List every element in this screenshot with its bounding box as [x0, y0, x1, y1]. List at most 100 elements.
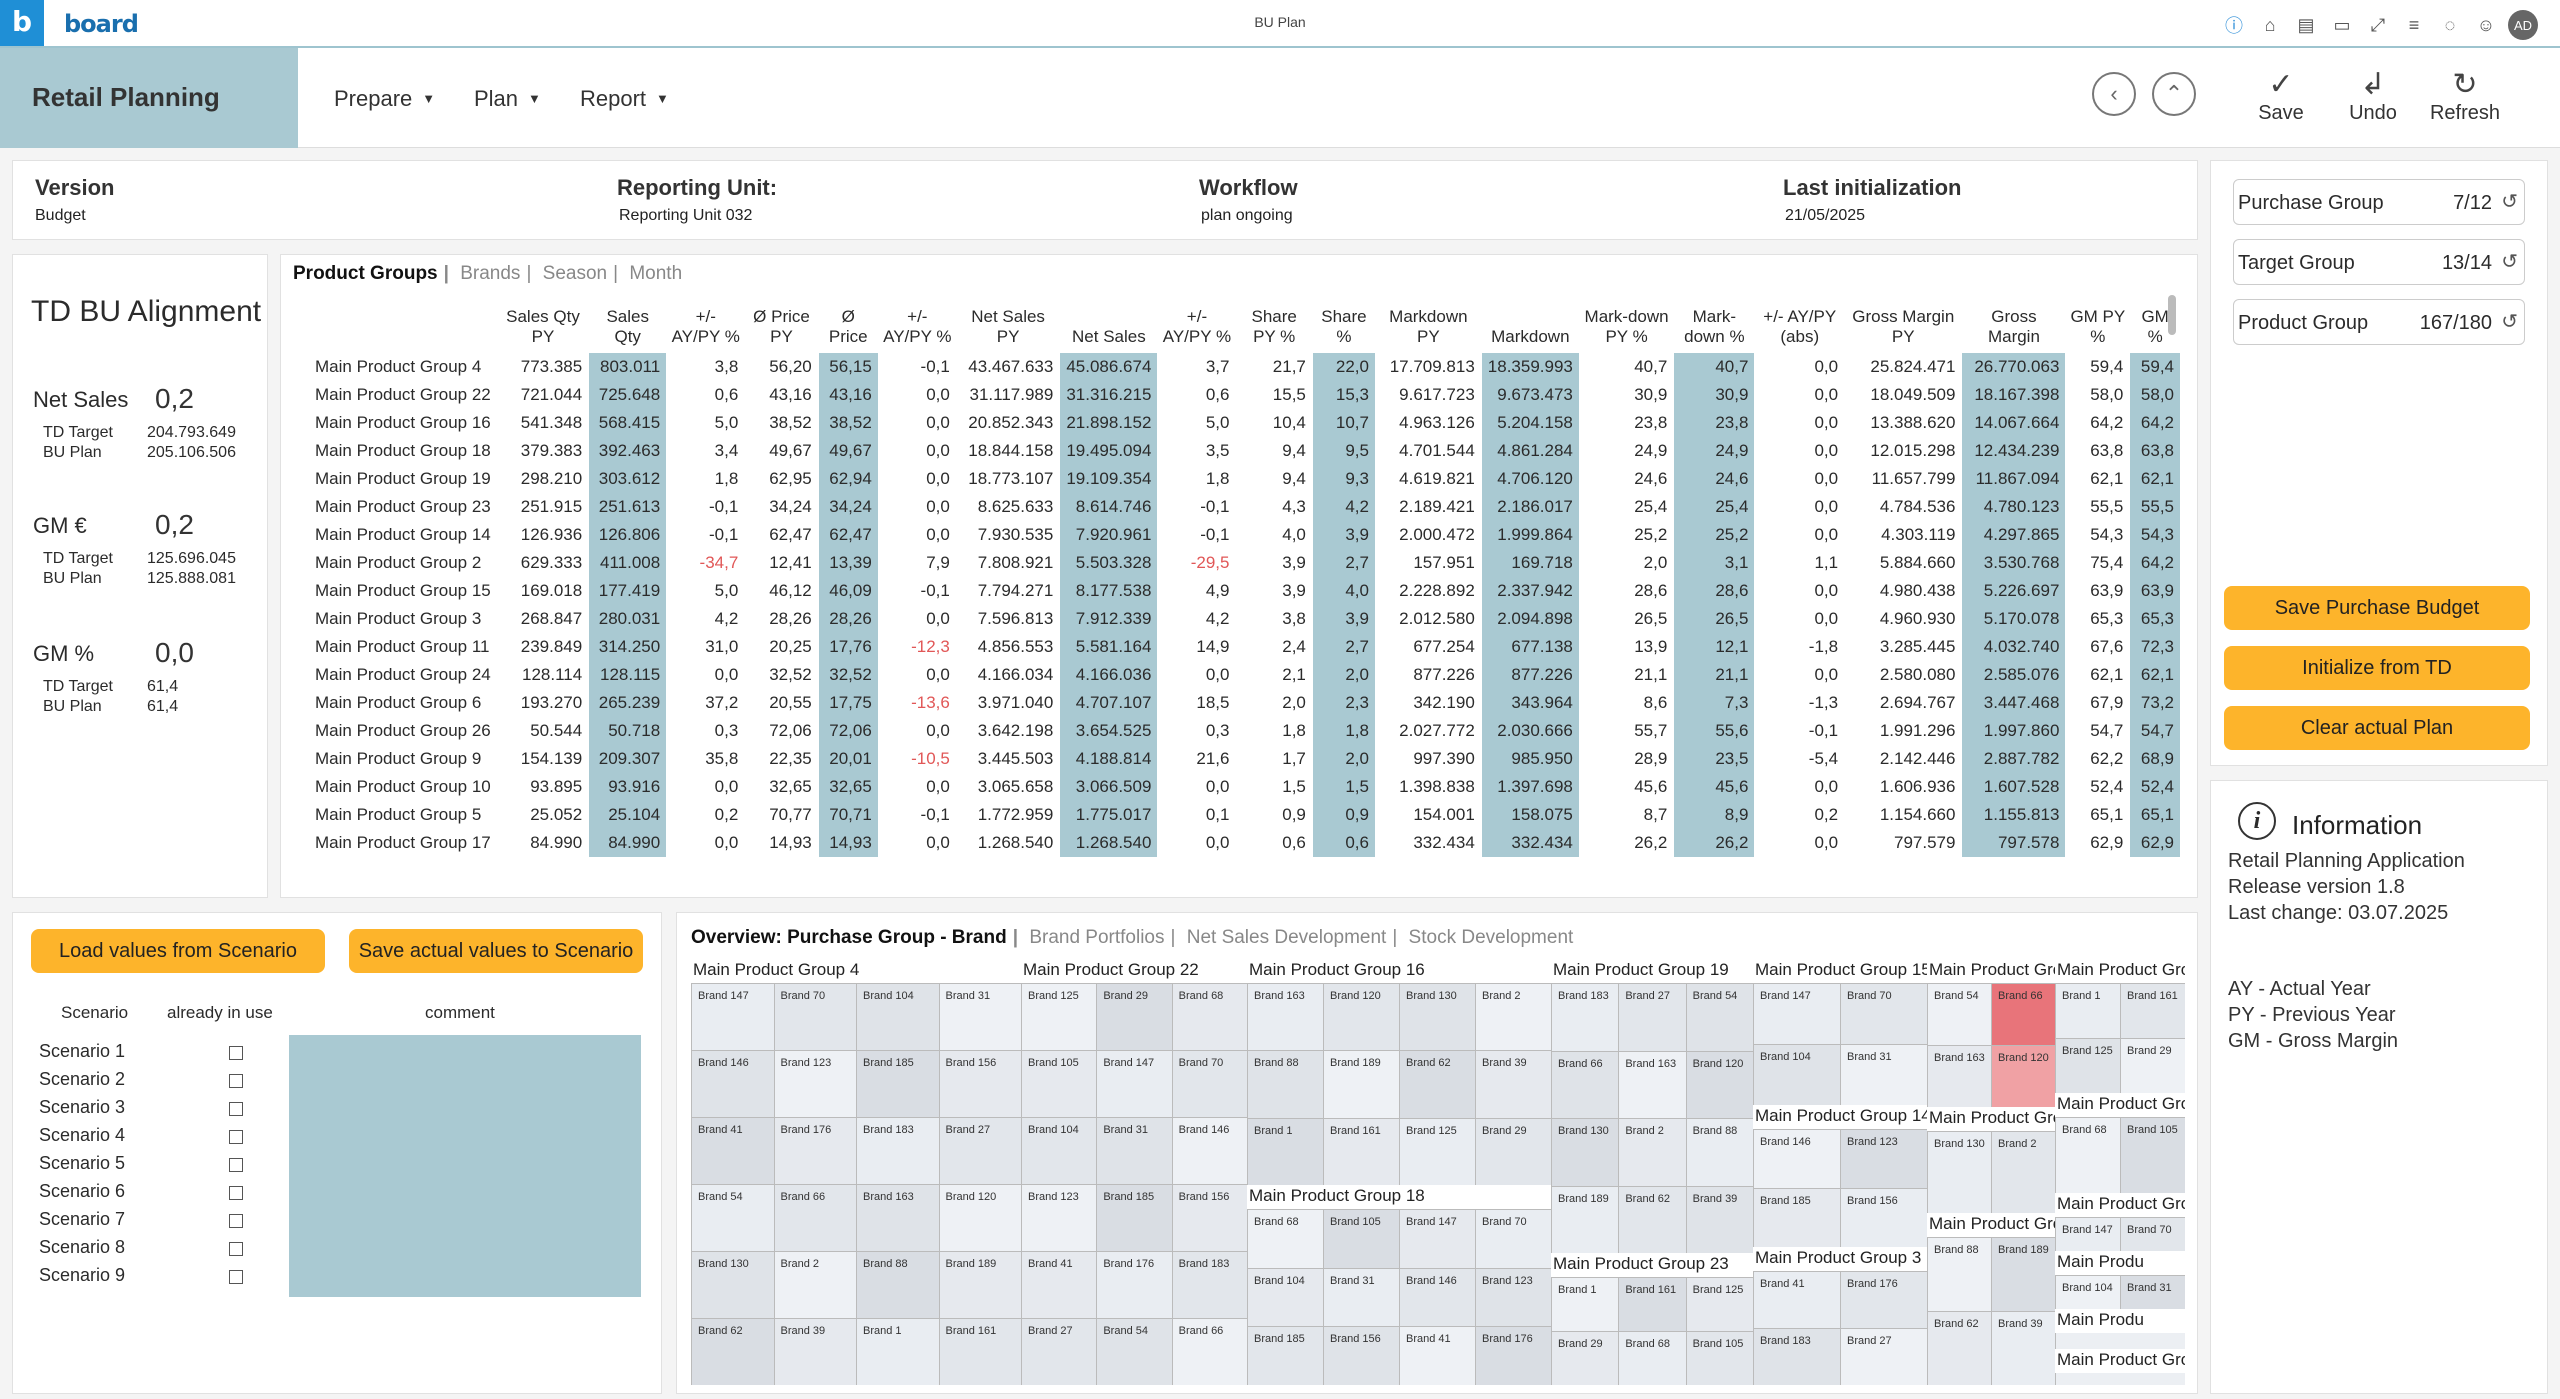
fullscreen-icon[interactable]: ⤢	[2370, 14, 2386, 35]
table-cell[interactable]: 55,5	[2129, 493, 2181, 521]
treemap-brand-tile[interactable]: Brand 183	[856, 1117, 940, 1185]
column-header[interactable]: +/- AY/PY (abs)	[1763, 307, 1837, 346]
treemap-brand-tile[interactable]: Brand 130	[1927, 1131, 1992, 1214]
treemap-brand-tile[interactable]: Brand 54	[1685, 983, 1754, 1052]
table-cell[interactable]: 64,2	[2129, 549, 2181, 577]
treemap-brand-tile[interactable]: Brand 70	[2120, 1217, 2185, 1252]
treemap-brand-tile[interactable]: Brand 125	[1399, 1117, 1476, 1186]
table-cell[interactable]: 23,5	[1673, 745, 1756, 773]
treemap-brand-tile[interactable]: Brand 88	[856, 1251, 940, 1319]
table-cell[interactable]: 12,1	[1673, 633, 1756, 661]
treemap-brand-tile[interactable]: Brand 104	[856, 983, 940, 1051]
table-cell[interactable]: 4.166.036	[1059, 661, 1159, 689]
reset-icon[interactable]: ↺	[2501, 191, 2518, 213]
treemap-brand-tile[interactable]: Brand 183	[1171, 1251, 1248, 1319]
table-cell[interactable]: 62,9	[2129, 829, 2181, 857]
in-use-checkbox[interactable]	[229, 1158, 243, 1172]
tab-overview[interactable]: Overview: Purchase Group - Brand	[691, 927, 1007, 948]
table-cell[interactable]: 19.495.094	[1059, 437, 1159, 465]
treemap-brand-tile[interactable]: Brand 189	[1551, 1185, 1620, 1254]
reset-icon[interactable]: ↺	[2501, 251, 2518, 273]
treemap-brand-tile[interactable]: Brand 29	[1475, 1117, 1552, 1186]
treemap-brand-tile[interactable]: Brand 39	[1991, 1311, 2056, 1385]
treemap-brand-tile[interactable]: Brand 27	[1618, 983, 1687, 1052]
treemap-brand-tile[interactable]: Brand 39	[1475, 1050, 1552, 1119]
column-header[interactable]: Ø Price PY	[753, 307, 810, 346]
table-cell[interactable]: 3.654.525	[1059, 717, 1159, 745]
table-cell[interactable]: 3,9	[1312, 521, 1376, 549]
table-cell[interactable]: 0,6	[1312, 829, 1376, 857]
column-header[interactable]: +/- AY/PY %	[883, 307, 952, 346]
table-cell[interactable]: 14.067.664	[1961, 409, 2067, 437]
treemap-brand-tile[interactable]: Brand 120	[1685, 1050, 1754, 1119]
table-cell[interactable]: 18.359.993	[1481, 353, 1580, 381]
table-cell[interactable]: 158.075	[1481, 801, 1580, 829]
table-cell[interactable]: 70,71	[818, 801, 879, 829]
table-row[interactable]: Main Product Group 26 50.544 50.718 0,3 72,0…	[309, 717, 2181, 745]
table-row[interactable]: Main Product Group 18 379.383 392.463 3,4 49…	[309, 437, 2181, 465]
tab-product-groups[interactable]: Product Groups	[293, 263, 438, 284]
treemap-brand-tile[interactable]: Brand 125	[1685, 1277, 1754, 1332]
table-cell[interactable]: 49,67	[818, 437, 879, 465]
treemap-brand-tile[interactable]: Brand 1	[1247, 1117, 1324, 1186]
treemap-brand-tile[interactable]: Brand 2	[1991, 1131, 2056, 1214]
load-scenario-button[interactable]: Load values from Scenario	[31, 929, 325, 973]
column-header[interactable]: +/- AY/PY %	[671, 307, 740, 346]
table-cell[interactable]: 303.612	[588, 465, 668, 493]
table-cell[interactable]: 38,52	[818, 409, 879, 437]
table-cell[interactable]: 20,01	[818, 745, 879, 773]
treemap-brand-tile[interactable]: Brand 2	[1475, 983, 1552, 1052]
table-cell[interactable]: 17,75	[818, 689, 879, 717]
treemap-brand-tile[interactable]: Brand 41	[691, 1117, 775, 1185]
treemap-brand-tile[interactable]: Brand 88	[1927, 1237, 1992, 1312]
table-cell[interactable]: 0,9	[1312, 801, 1376, 829]
table-cell[interactable]: 7.920.961	[1059, 521, 1159, 549]
table-cell[interactable]: 24,6	[1673, 465, 1756, 493]
treemap-brand-tile[interactable]: Brand 185	[1753, 1188, 1841, 1248]
treemap-brand-tile[interactable]: Brand 130	[1399, 983, 1476, 1052]
table-cell[interactable]: 62,1	[2129, 661, 2181, 689]
table-cell[interactable]: 1,8	[1312, 717, 1376, 745]
table-cell[interactable]: 52,4	[2129, 773, 2181, 801]
treemap-brand-tile[interactable]: Brand 54	[1927, 983, 1992, 1046]
reset-icon[interactable]: ↺	[2501, 311, 2518, 333]
presentation-icon[interactable]: ▭	[2333, 14, 2351, 35]
table-cell[interactable]: 725.648	[588, 381, 668, 409]
treemap-brand-tile[interactable]: Brand 39	[773, 1318, 857, 1385]
table-cell[interactable]: 5.170.078	[1961, 605, 2067, 633]
table-cell[interactable]: 126.806	[588, 521, 668, 549]
treemap-brand-tile[interactable]: Brand 41	[1021, 1251, 1098, 1319]
column-header[interactable]: Net Sales PY	[971, 307, 1045, 346]
table-row[interactable]: Main Product Group 4 773.385 803.011 3,8 56,…	[309, 353, 2181, 381]
treemap-brand-tile[interactable]: Brand 66	[1551, 1050, 1620, 1119]
treemap-brand-tile[interactable]: Brand 66	[1171, 1318, 1248, 1385]
table-cell[interactable]: 4.297.865	[1961, 521, 2067, 549]
table-row[interactable]: Main Product Group 10 93.895 93.916 0,0 32,6…	[309, 773, 2181, 801]
treemap-brand-tile[interactable]: Brand 146	[1399, 1267, 1476, 1328]
treemap-brand-tile[interactable]: Brand 27	[1021, 1318, 1098, 1385]
save-button[interactable]: ✓ Save	[2236, 68, 2326, 125]
menu-plan[interactable]: Plan ▼	[474, 86, 541, 112]
table-cell[interactable]: 50.718	[588, 717, 668, 745]
table-cell[interactable]: 5.581.164	[1059, 633, 1159, 661]
treemap-brand-tile[interactable]: Brand 62	[1399, 1050, 1476, 1119]
table-cell[interactable]: 11.867.094	[1961, 465, 2067, 493]
table-cell[interactable]: 4.706.120	[1481, 465, 1580, 493]
treemap-brand-tile[interactable]: Brand 123	[773, 1050, 857, 1118]
treemap-brand-tile[interactable]: Brand 176	[1840, 1271, 1928, 1329]
in-use-checkbox[interactable]	[229, 1102, 243, 1116]
table-row[interactable]: Main Product Group 16 541.348 568.415 5,0 38…	[309, 409, 2181, 437]
column-header[interactable]: Mark-down %	[1684, 307, 1745, 346]
table-cell[interactable]: 25,2	[1673, 521, 1756, 549]
table-cell[interactable]: 2.186.017	[1481, 493, 1580, 521]
board-logo[interactable]: b	[0, 0, 44, 46]
treemap-brand-tile[interactable]: Brand 120	[1991, 1045, 2056, 1108]
treemap-brand-tile[interactable]: Brand 161	[1618, 1277, 1687, 1332]
treemap-brand-tile[interactable]: Brand 123	[1840, 1129, 1928, 1189]
treemap-brand-tile[interactable]: Brand 163	[1927, 1045, 1992, 1108]
treemap-brand-tile[interactable]: Brand 70	[1171, 1050, 1248, 1118]
table-cell[interactable]: 411.008	[588, 549, 668, 577]
table-cell[interactable]: 177.419	[588, 577, 668, 605]
treemap-brand-tile[interactable]: Brand 104	[2055, 1275, 2121, 1310]
table-cell[interactable]: 2.094.898	[1481, 605, 1580, 633]
